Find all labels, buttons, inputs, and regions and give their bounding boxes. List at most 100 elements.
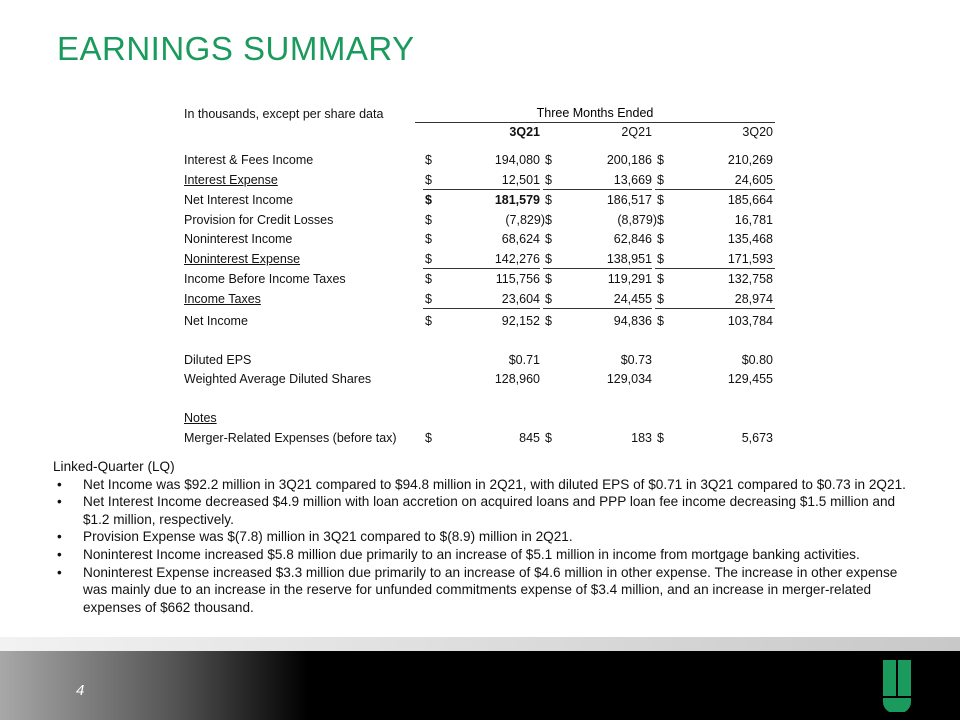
cell-value: (7,829) — [505, 213, 545, 227]
cell-value: 138,951 — [606, 252, 652, 266]
total-rule — [655, 268, 775, 270]
currency-symbol: $ — [425, 193, 432, 207]
bullet: Provision Expense was $(7.8) million in … — [53, 528, 913, 546]
currency-symbol: $ — [545, 153, 552, 167]
units-note: In thousands, except per share data — [184, 107, 384, 121]
cell-value: 12,501 — [501, 173, 540, 187]
currency-symbol: $ — [657, 252, 664, 266]
currency-symbol: $ — [545, 252, 552, 266]
currency-symbol: $ — [425, 272, 432, 286]
currency-symbol: $ — [657, 213, 664, 227]
page-number: 4 — [76, 682, 85, 699]
currency-symbol: $ — [425, 314, 432, 328]
column-header: 2Q21 — [621, 125, 652, 139]
currency-symbol: $ — [545, 292, 552, 306]
cell-value: 845 — [519, 431, 540, 445]
row-label: Weighted Average Diluted Shares — [184, 372, 372, 386]
row-label: Diluted EPS — [184, 353, 252, 367]
footer — [0, 651, 960, 720]
total-rule — [543, 268, 652, 270]
cell-value: 183 — [631, 431, 652, 445]
cell-value: 94,836 — [613, 314, 652, 328]
logo-icon — [883, 660, 911, 712]
total-rule — [423, 308, 540, 310]
column-header: 3Q21 — [509, 125, 540, 139]
currency-symbol: $ — [425, 232, 432, 246]
cell-value: 16,781 — [734, 213, 773, 227]
currency-symbol: $ — [425, 431, 432, 445]
cell-value: 23,604 — [501, 292, 540, 306]
currency-symbol: $ — [545, 314, 552, 328]
currency-symbol: $ — [545, 213, 552, 227]
currency-symbol: $ — [545, 173, 552, 187]
cell-value: 13,669 — [613, 173, 652, 187]
cell-value: 119,291 — [607, 272, 652, 286]
currency-symbol: $ — [657, 272, 664, 286]
currency-symbol: $ — [425, 252, 432, 266]
row-label: Provision for Credit Losses — [184, 213, 334, 227]
cell-value: 135,468 — [727, 232, 773, 246]
cell-value: $0.73 — [620, 353, 652, 367]
currency-symbol: $ — [657, 232, 664, 246]
cell-value: 186,517 — [606, 193, 652, 207]
cell-value: 28,974 — [734, 292, 773, 306]
bullet: Net Income was $92.2 million in 3Q21 com… — [53, 476, 913, 494]
cell-value: 181,579 — [494, 193, 540, 207]
cell-value: 5,673 — [741, 431, 773, 445]
row-label: Income Taxes — [184, 292, 261, 306]
cell-value: 24,455 — [613, 292, 652, 306]
cell-value: 210,269 — [727, 153, 773, 167]
currency-symbol: $ — [425, 213, 432, 227]
row-label: Noninterest Expense — [184, 252, 301, 266]
cell-value: $0.80 — [741, 353, 773, 367]
currency-symbol: $ — [657, 431, 664, 445]
row-label: Interest Expense — [184, 173, 278, 187]
row-label: Notes — [184, 411, 217, 425]
cell-value: (8,879) — [617, 213, 657, 227]
bullet: Noninterest Expense increased $3.3 milli… — [53, 564, 913, 617]
cell-value: 129,034 — [606, 372, 652, 386]
period-header: Three Months Ended — [415, 106, 775, 123]
cell-value: 194,080 — [494, 153, 540, 167]
total-rule — [543, 308, 652, 310]
cell-value: 103,784 — [727, 314, 773, 328]
currency-symbol: $ — [545, 431, 552, 445]
currency-symbol: $ — [425, 292, 432, 306]
currency-symbol: $ — [425, 153, 432, 167]
row-label: Net Interest Income — [184, 193, 294, 207]
cell-value: 185,664 — [727, 193, 773, 207]
total-rule — [423, 189, 540, 191]
currency-symbol: $ — [657, 153, 664, 167]
cell-value: 142,276 — [494, 252, 540, 266]
cell-value: 62,846 — [613, 232, 652, 246]
total-rule — [423, 268, 540, 270]
total-rule — [655, 308, 775, 310]
cell-value: 129,455 — [727, 372, 773, 386]
cell-value: 24,605 — [734, 173, 773, 187]
cell-value: 132,758 — [727, 272, 773, 286]
bullet: Noninterest Income increased $5.8 millio… — [53, 546, 913, 564]
currency-symbol: $ — [545, 272, 552, 286]
footer-band — [0, 637, 960, 651]
cell-value: 92,152 — [501, 314, 540, 328]
cell-value: 128,960 — [494, 372, 540, 386]
currency-symbol: $ — [545, 232, 552, 246]
total-rule — [543, 189, 652, 191]
currency-symbol: $ — [657, 193, 664, 207]
row-label: Income Before Income Taxes — [184, 272, 346, 286]
page-title: EARNINGS SUMMARY — [57, 30, 415, 67]
row-label: Merger-Related Expenses (before tax) — [184, 431, 397, 445]
cell-value: 200,186 — [606, 153, 652, 167]
currency-symbol: $ — [657, 314, 664, 328]
currency-symbol: $ — [425, 173, 432, 187]
cell-value: 171,593 — [727, 252, 773, 266]
bullet: Net Interest Income decreased $4.9 milli… — [53, 493, 913, 528]
cell-value: 68,624 — [501, 232, 540, 246]
row-label: Noninterest Income — [184, 232, 293, 246]
currency-symbol: $ — [545, 193, 552, 207]
row-label: Interest & Fees Income — [184, 153, 314, 167]
row-label: Net Income — [184, 314, 248, 328]
commentary: Linked-Quarter (LQ) Net Income was $92.2… — [53, 458, 913, 616]
currency-symbol: $ — [657, 292, 664, 306]
commentary-heading: Linked-Quarter (LQ) — [53, 459, 175, 474]
